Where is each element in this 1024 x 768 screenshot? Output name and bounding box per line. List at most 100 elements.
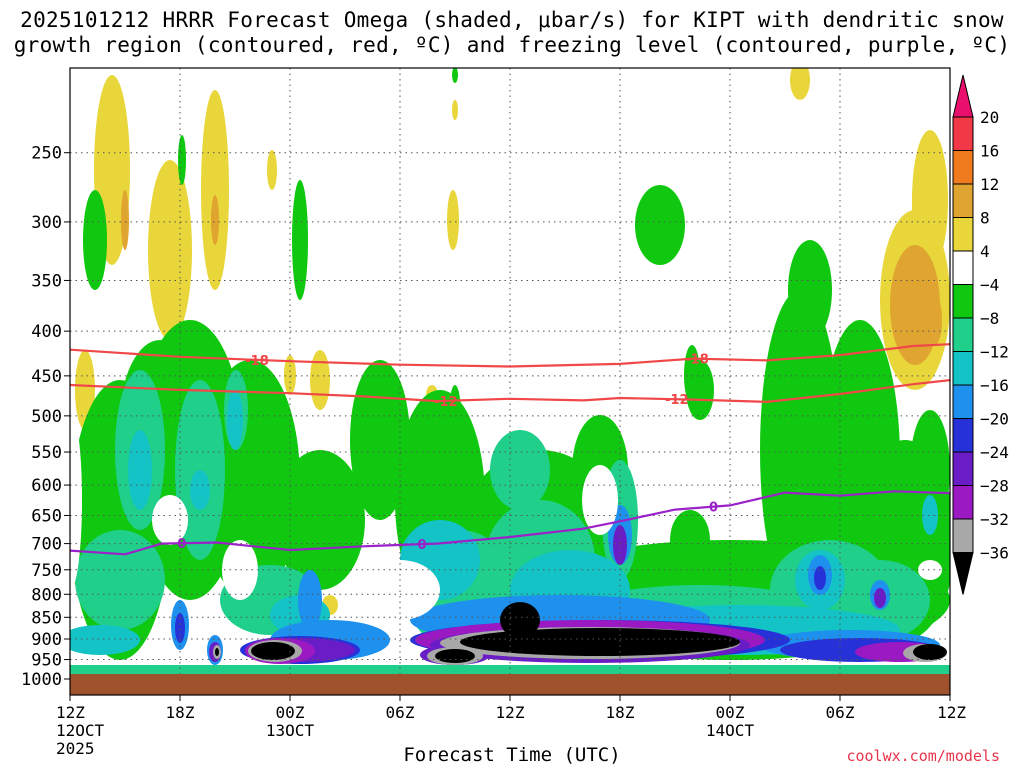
colorbar-bottom-arrow: [952, 552, 974, 595]
contour-label: -18: [685, 353, 709, 368]
colorbar-label: −32: [980, 510, 1009, 529]
omega-shade-region: [790, 68, 810, 100]
colorbar-label: −8: [980, 309, 999, 328]
omega-neutral-region: [918, 560, 942, 580]
contour-label: 0: [177, 537, 186, 552]
omega-neutral-region: [152, 495, 188, 545]
contour-line: [70, 379, 950, 404]
chart-title-line2: growth region (contoured, red, ºC) and f…: [13, 33, 1011, 57]
y-tick-label: 850: [31, 608, 62, 628]
omega-shade-region: [128, 430, 152, 510]
omega-shade-region: [670, 510, 710, 570]
colorbar-label: −24: [980, 443, 1009, 462]
x-tick-label: 00Z: [716, 703, 745, 722]
y-tick-label: 500: [31, 407, 62, 427]
x-tick-label: 12Z: [56, 703, 85, 722]
colorbar-label: −16: [980, 376, 1009, 395]
x-tick-date: 13OCT: [266, 721, 315, 740]
x-tick-date: 12OCT: [56, 721, 105, 740]
omega-shade-region: [447, 190, 459, 250]
omega-shade-region: [874, 588, 886, 608]
omega-shade-region: [215, 648, 219, 656]
colorbar-label: 12: [980, 175, 999, 194]
y-tick-label: 250: [31, 144, 62, 164]
colorbar-swatch: [952, 317, 974, 352]
omega-shade-region: [298, 570, 322, 630]
omega-shade-region: [913, 644, 947, 660]
omega-shade-region: [912, 130, 948, 270]
x-tick-label: 12Z: [937, 703, 966, 722]
omega-neutral-region: [582, 465, 618, 535]
omega-shade-region: [350, 360, 410, 520]
omega-shade-region: [760, 290, 840, 610]
x-tick-label: 18Z: [606, 703, 635, 722]
omega-shade-region: [910, 410, 950, 530]
y-tick-label: 650: [31, 506, 62, 526]
x-tick-date: 14OCT: [706, 721, 755, 740]
omega-shade-region: [178, 135, 186, 185]
ground-layer: [70, 674, 950, 695]
omega-shading: [70, 68, 950, 674]
colorbar-swatch: [952, 384, 974, 419]
y-tick-label: 600: [31, 476, 62, 496]
omega-shade-region: [310, 350, 330, 410]
omega-shade-region: [452, 68, 458, 83]
omega-shade-region: [121, 190, 129, 250]
contour-line: [70, 343, 950, 368]
x-axis-label: Forecast Time (UTC): [403, 744, 621, 766]
omega-shade-region: [928, 295, 942, 345]
omega-shade-region: [292, 180, 308, 300]
contour-label: 0: [417, 538, 426, 553]
y-tick-label: 1000: [21, 670, 62, 690]
y-tick-label: 700: [31, 535, 62, 555]
y-tick-label: 950: [31, 651, 62, 671]
contour-label: -12: [665, 393, 689, 408]
credit-link[interactable]: coolwx.com/models: [846, 747, 1000, 765]
colorbar-swatch: [952, 518, 974, 553]
grid-lines: [70, 68, 950, 674]
y-tick-label: 450: [31, 367, 62, 387]
omega-shade-region: [251, 642, 295, 660]
colorbar-swatch: [952, 183, 974, 218]
colorbar-swatch: [952, 250, 974, 285]
omega-neutral-region: [222, 540, 258, 600]
omega-shade-region: [70, 625, 140, 655]
contour-line: [70, 490, 950, 556]
omega-shade-region: [452, 100, 458, 120]
x-tick-year: 2025: [56, 739, 95, 758]
omega-shade-region: [201, 90, 229, 290]
x-tick-label: 00Z: [276, 703, 305, 722]
omega-shade-region: [148, 160, 192, 340]
colorbar-label: −12: [980, 343, 1009, 362]
omega-shade-region: [490, 430, 550, 510]
y-tick-label: 350: [31, 271, 62, 291]
contour-label: -18: [245, 354, 269, 369]
chart-title-line1: 2025101212 HRRR Forecast Omega (shaded, …: [20, 8, 1004, 32]
colorbar-swatch: [952, 485, 974, 520]
omega-shade-region: [175, 613, 185, 643]
omega-shade-region: [435, 649, 475, 663]
omega-shade-region: [75, 530, 165, 630]
x-tick-label: 18Z: [166, 703, 195, 722]
omega-surface-band: [70, 665, 950, 674]
omega-shade-region: [635, 185, 685, 265]
colorbar-swatch: [952, 284, 974, 319]
x-tick-label: 12Z: [496, 703, 525, 722]
omega-shade-region: [922, 495, 938, 535]
omega-shade-region: [284, 355, 296, 395]
x-tick-label: 06Z: [386, 703, 415, 722]
omega-shade-region: [211, 195, 219, 245]
colorbar-swatch: [952, 150, 974, 185]
colorbar-label: −36: [980, 544, 1009, 563]
colorbar-label: 4: [980, 242, 990, 261]
omega-neutral-region: [70, 410, 82, 590]
y-tick-label: 400: [31, 322, 62, 342]
colorbar-swatch: [952, 116, 974, 151]
colorbar-label: −20: [980, 410, 1009, 429]
colorbar-top-arrow: [952, 74, 974, 118]
y-tick-label: 300: [31, 213, 62, 233]
colorbar-swatch: [952, 451, 974, 486]
colorbar-label: −28: [980, 477, 1009, 496]
